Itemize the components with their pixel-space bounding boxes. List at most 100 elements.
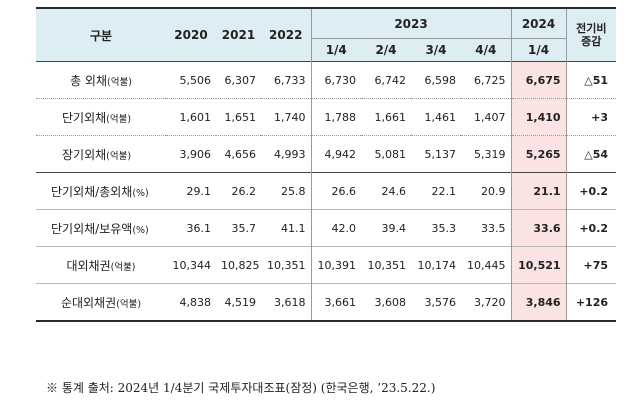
cell-change: △54 — [565, 135, 617, 173]
cell-2023-q3: 10,174 — [411, 246, 461, 284]
row-label: 총 외채(억불) — [36, 62, 166, 99]
cell-2023-q3: 5,137 — [411, 135, 461, 173]
cell-change: +75 — [565, 246, 617, 284]
external-debt-table: 구분 2020 2021 2022 2023 2024 전기비 증감 1/4 2… — [36, 7, 617, 322]
row-unit: (억불) — [106, 150, 132, 162]
cell-2023-q1: 4,942 — [310, 135, 361, 173]
table-row: 총 외채(억불) 5,506 6,307 6,733 6,730 6,742 6… — [36, 61, 617, 99]
cell-2020: 29.1 — [166, 172, 216, 210]
cell-2021: 10,825 — [216, 246, 261, 284]
header-2023-q4: 4/4 — [461, 38, 512, 62]
table-row: 장기외채(억불) 3,906 4,656 4,993 4,942 5,081 5… — [36, 135, 617, 173]
cell-2022: 41.1 — [261, 209, 311, 247]
table-row: 순대외채권(억불) 4,838 4,519 3,618 3,661 3,608 … — [36, 283, 617, 322]
header-change-line1: 전기비 — [576, 22, 607, 35]
cell-2021: 4,656 — [216, 135, 261, 173]
cell-2023-q1: 3,661 — [310, 283, 361, 322]
table-row: 단기외채/총외채(%) 29.1 26.2 25.8 26.6 24.6 22.… — [36, 172, 617, 210]
header-year-2021: 2021 — [216, 8, 261, 62]
header-2023-q3: 3/4 — [411, 38, 461, 62]
cell-2023-q2: 39.4 — [361, 209, 411, 247]
cell-2020: 4,838 — [166, 283, 216, 322]
cell-2023-q1: 26.6 — [310, 172, 361, 210]
cell-2024-q1: 33.6 — [510, 209, 567, 247]
header-2023-q1: 1/4 — [310, 38, 361, 62]
cell-2023-q2: 1,661 — [361, 98, 411, 136]
row-unit: (억불) — [106, 113, 132, 125]
cell-2023-q2: 3,608 — [361, 283, 411, 322]
cell-2021: 1,651 — [216, 98, 261, 136]
header-year-2024: 2024 — [510, 8, 567, 39]
row-unit: (%) — [132, 224, 149, 236]
cell-2023-q1: 6,730 — [310, 61, 361, 99]
cell-2020: 3,906 — [166, 135, 216, 173]
cell-2020: 5,506 — [179, 73, 212, 87]
cell-2020: 10,344 — [166, 246, 216, 284]
header-category: 구분 — [36, 8, 166, 62]
cell-change: +0.2 — [565, 172, 617, 210]
cell-2023-q1: 1,788 — [310, 98, 361, 136]
header-row-top: 구분 2020 2021 2022 2023 2024 전기비 증감 — [36, 8, 617, 62]
row-label-text: 단기외채/총외채 — [51, 184, 133, 199]
cell-2024-q1: 21.1 — [510, 172, 567, 210]
header-year-2020: 2020 — [166, 8, 216, 62]
cell-2022: 3,618 — [261, 283, 311, 322]
cell-2023-q4: 3,720 — [461, 283, 512, 322]
cell-change: +126 — [565, 283, 617, 322]
cell-2024-q1: 1,410 — [510, 98, 567, 136]
row-unit: (%) — [132, 187, 149, 199]
cell-2021: 35.7 — [216, 209, 261, 247]
header-year-2023: 2023 — [310, 8, 512, 39]
row-label-text: 단기외채/보유액 — [51, 221, 133, 236]
cell-2024-q1: 10,521 — [510, 246, 567, 284]
cell-2023-q2: 6,742 — [374, 73, 407, 87]
cell-2023-q4: 1,407 — [461, 98, 512, 136]
cell-2024-q1: 6,675 — [510, 61, 567, 99]
cell-2023-q3: 1,461 — [411, 98, 461, 136]
table-row: 대외채권(억불) 10,344 10,825 10,351 10,391 10,… — [36, 246, 617, 284]
cell-2022: 1,740 — [261, 98, 311, 136]
row-label-text: 장기외채 — [62, 147, 107, 162]
cell-change: +3 — [565, 98, 617, 136]
cell-change: △51 — [565, 61, 617, 99]
cell-2023-q3: 3,576 — [411, 283, 461, 322]
header-year-2022: 2022 — [261, 8, 311, 62]
row-label-text: 단기외채 — [62, 110, 107, 125]
header-2023-q2: 2/4 — [361, 38, 411, 62]
cell-2023-q4: 20.9 — [461, 172, 512, 210]
row-label: 장기외채(억불) — [36, 135, 166, 173]
header-change: 전기비 증감 — [565, 8, 617, 62]
cell-2023-q1: 10,391 — [310, 246, 361, 284]
table-body: 총 외채(억불) 5,506 6,307 6,733 6,730 6,742 6… — [36, 61, 617, 322]
row-label-text: 순대외채권 — [60, 295, 117, 310]
cell-2021: 4,519 — [216, 283, 261, 322]
row-label: 단기외채(억불) — [36, 98, 166, 136]
cell-2021: 26.2 — [216, 172, 261, 210]
cell-2022: 10,351 — [261, 246, 311, 284]
cell-2024-q1: 5,265 — [510, 135, 567, 173]
cell-2023-q2: 24.6 — [361, 172, 411, 210]
row-unit: (억불) — [110, 261, 136, 273]
header-2024-q1: 1/4 — [510, 38, 567, 62]
cell-2020: 36.1 — [166, 209, 216, 247]
cell-2023-q3: 6,598 — [424, 73, 457, 87]
cell-2020: 1,601 — [166, 98, 216, 136]
cell-2023-q1: 42.0 — [310, 209, 361, 247]
cell-2021: 6,307 — [224, 73, 257, 87]
header-row-bottom: 1/4 2/4 3/4 4/4 1/4 — [36, 38, 617, 62]
row-label-text: 대외채권 — [66, 258, 111, 273]
cell-2022: 25.8 — [261, 172, 311, 210]
cell-2023-q2: 10,351 — [361, 246, 411, 284]
row-label: 단기외채/보유액(%) — [36, 209, 166, 247]
row-label: 순대외채권(억불) — [36, 283, 166, 322]
row-unit: (억불) — [116, 298, 142, 310]
cell-2023-q4: 10,445 — [461, 246, 512, 284]
row-unit: (억불) — [107, 76, 132, 88]
cell-change: +0.2 — [565, 209, 617, 247]
table-row: 단기외채/보유액(%) 36.1 35.7 41.1 42.0 39.4 35.… — [36, 209, 617, 247]
cell-2023-q3: 35.3 — [411, 209, 461, 247]
row-label-text: 총 외채 — [70, 73, 108, 88]
source-footnote: ※ 통계 출처: 2024년 1/4분기 국제투자대조표(잠정) (한국은행, … — [46, 381, 436, 395]
cell-2024-q1: 3,846 — [510, 283, 567, 322]
header-change-line2: 증감 — [581, 35, 602, 48]
